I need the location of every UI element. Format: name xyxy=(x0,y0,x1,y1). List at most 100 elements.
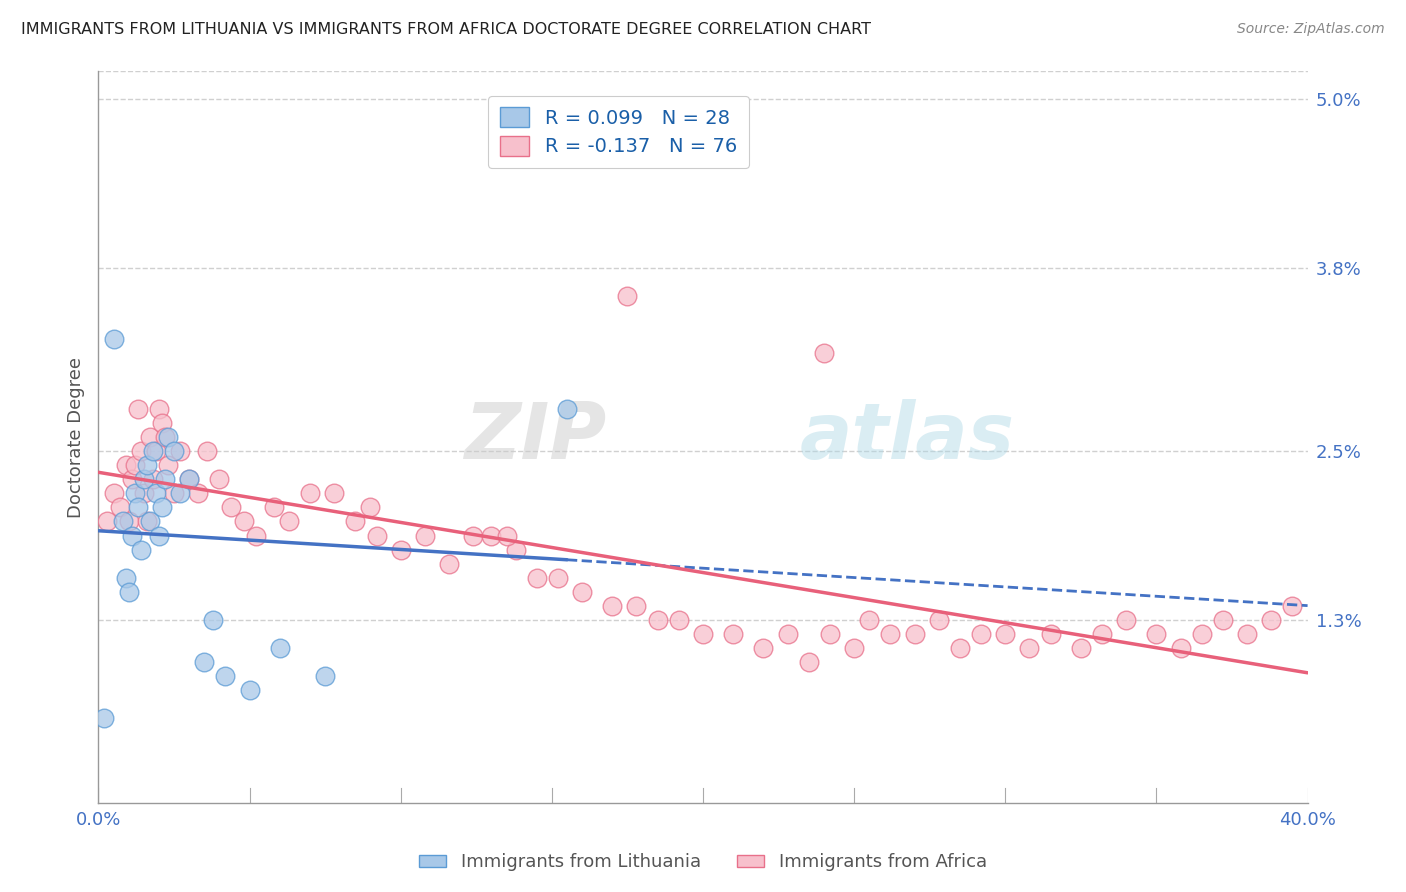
Point xyxy=(1236,627,1258,641)
Point xyxy=(723,627,745,641)
Point xyxy=(495,528,517,542)
Point xyxy=(169,444,191,458)
Point xyxy=(1191,627,1213,641)
Point xyxy=(129,444,152,458)
Point xyxy=(1039,627,1062,641)
Point xyxy=(156,458,179,473)
Point xyxy=(571,584,593,599)
Text: IMMIGRANTS FROM LITHUANIA VS IMMIGRANTS FROM AFRICA DOCTORATE DEGREE CORRELATION: IMMIGRANTS FROM LITHUANIA VS IMMIGRANTS … xyxy=(21,22,872,37)
Point xyxy=(103,332,125,346)
Point xyxy=(179,472,201,486)
Point xyxy=(437,557,460,571)
Point xyxy=(602,599,624,613)
Point xyxy=(96,515,118,529)
Point xyxy=(1091,627,1114,641)
Point xyxy=(153,430,176,444)
Point xyxy=(135,515,157,529)
Point xyxy=(121,528,143,542)
Point xyxy=(1260,613,1282,627)
Point xyxy=(366,528,388,542)
Point xyxy=(163,486,186,500)
Point xyxy=(121,472,143,486)
Point xyxy=(1170,641,1192,656)
Point xyxy=(208,472,231,486)
Point xyxy=(187,486,209,500)
Point xyxy=(142,444,165,458)
Point xyxy=(692,627,714,641)
Y-axis label: Doctorate Degree: Doctorate Degree xyxy=(66,357,84,517)
Point xyxy=(626,599,648,613)
Point xyxy=(463,528,485,542)
Point xyxy=(813,345,835,359)
Point xyxy=(797,655,820,669)
Point xyxy=(344,515,367,529)
Point xyxy=(150,500,173,515)
Point xyxy=(163,444,186,458)
Point xyxy=(179,472,201,486)
Point xyxy=(118,584,141,599)
Point xyxy=(616,289,638,303)
Point xyxy=(245,528,267,542)
Point xyxy=(139,515,162,529)
Text: atlas: atlas xyxy=(800,399,1015,475)
Point xyxy=(1018,641,1040,656)
Point xyxy=(1281,599,1303,613)
Point xyxy=(129,542,152,557)
Point xyxy=(93,711,115,725)
Point xyxy=(145,444,167,458)
Point xyxy=(752,641,775,656)
Point xyxy=(127,401,149,416)
Point xyxy=(668,613,690,627)
Point xyxy=(994,627,1017,641)
Point xyxy=(776,627,799,641)
Point xyxy=(555,401,578,416)
Point xyxy=(526,571,548,585)
Point xyxy=(1212,613,1234,627)
Point xyxy=(114,571,136,585)
Point xyxy=(108,500,131,515)
Point xyxy=(879,627,901,641)
Point xyxy=(193,655,215,669)
Point xyxy=(124,458,146,473)
Point xyxy=(970,627,993,641)
Point xyxy=(269,641,291,656)
Point xyxy=(118,515,141,529)
Point xyxy=(153,472,176,486)
Point xyxy=(124,486,146,500)
Point xyxy=(858,613,880,627)
Point xyxy=(844,641,866,656)
Point xyxy=(239,683,262,698)
Point xyxy=(135,458,157,473)
Point xyxy=(150,416,173,430)
Point xyxy=(647,613,669,627)
Point xyxy=(221,500,243,515)
Point xyxy=(195,444,218,458)
Point xyxy=(214,669,236,683)
Point xyxy=(949,641,972,656)
Point xyxy=(148,528,170,542)
Point xyxy=(127,500,149,515)
Point xyxy=(1144,627,1167,641)
Point xyxy=(505,542,527,557)
Point xyxy=(169,486,191,500)
Text: ZIP: ZIP xyxy=(464,399,606,475)
Point xyxy=(103,486,125,500)
Point xyxy=(202,613,225,627)
Point xyxy=(360,500,382,515)
Point xyxy=(904,627,927,641)
Point xyxy=(132,486,155,500)
Point xyxy=(277,515,299,529)
Point xyxy=(323,486,346,500)
Point xyxy=(148,401,170,416)
Point xyxy=(481,528,503,542)
Point xyxy=(139,430,162,444)
Text: Source: ZipAtlas.com: Source: ZipAtlas.com xyxy=(1237,22,1385,37)
Point xyxy=(389,542,412,557)
Point xyxy=(142,472,165,486)
Point xyxy=(413,528,436,542)
Point xyxy=(1070,641,1092,656)
Point xyxy=(145,486,167,500)
Point xyxy=(299,486,322,500)
Point xyxy=(263,500,285,515)
Point xyxy=(1115,613,1137,627)
